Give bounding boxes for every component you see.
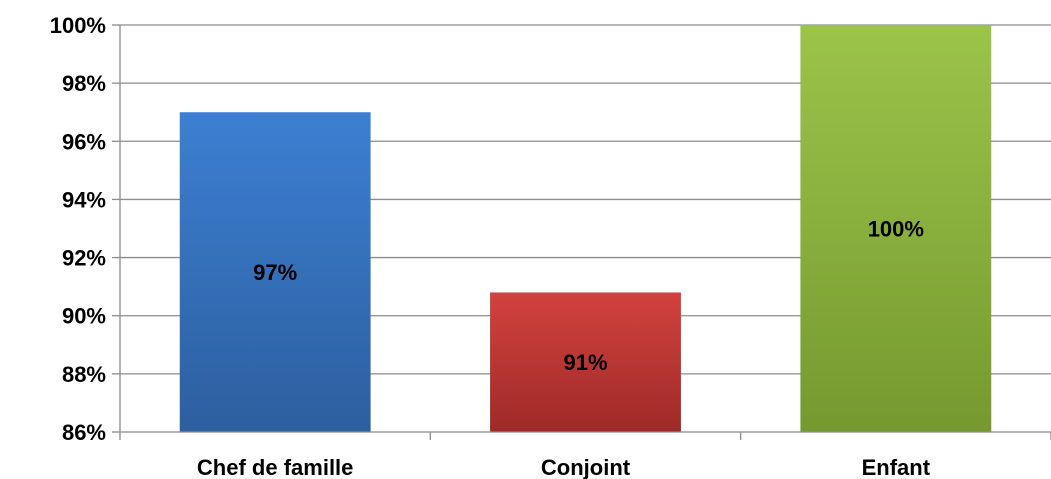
x-tick-label: Conjoint [541,455,631,479]
x-tick-label: Chef de famille [197,455,353,479]
data-label: 91% [563,350,607,375]
y-tick-label: 94% [62,187,106,212]
axes [112,24,1051,440]
data-label: 97% [253,260,297,285]
y-tick-label: 98% [62,71,106,96]
labels: 86% 88% 90% 92% 94% 96% 98% 100% 97% Chef de fami… [50,13,931,479]
y-tick-label: 100% [50,13,106,38]
y-tick-label: 88% [62,362,106,387]
x-tick-label: Enfant [862,455,931,479]
y-tick-label: 90% [62,304,106,329]
bar-conjoint [490,292,681,432]
y-tick-label: 96% [62,129,106,154]
y-tick-label: 86% [62,420,106,445]
bar-chef-de-famille [179,112,371,432]
bars [179,25,992,432]
data-label: 100% [868,217,924,242]
bar-enfant [800,25,992,432]
y-tick-label: 92% [62,246,106,271]
